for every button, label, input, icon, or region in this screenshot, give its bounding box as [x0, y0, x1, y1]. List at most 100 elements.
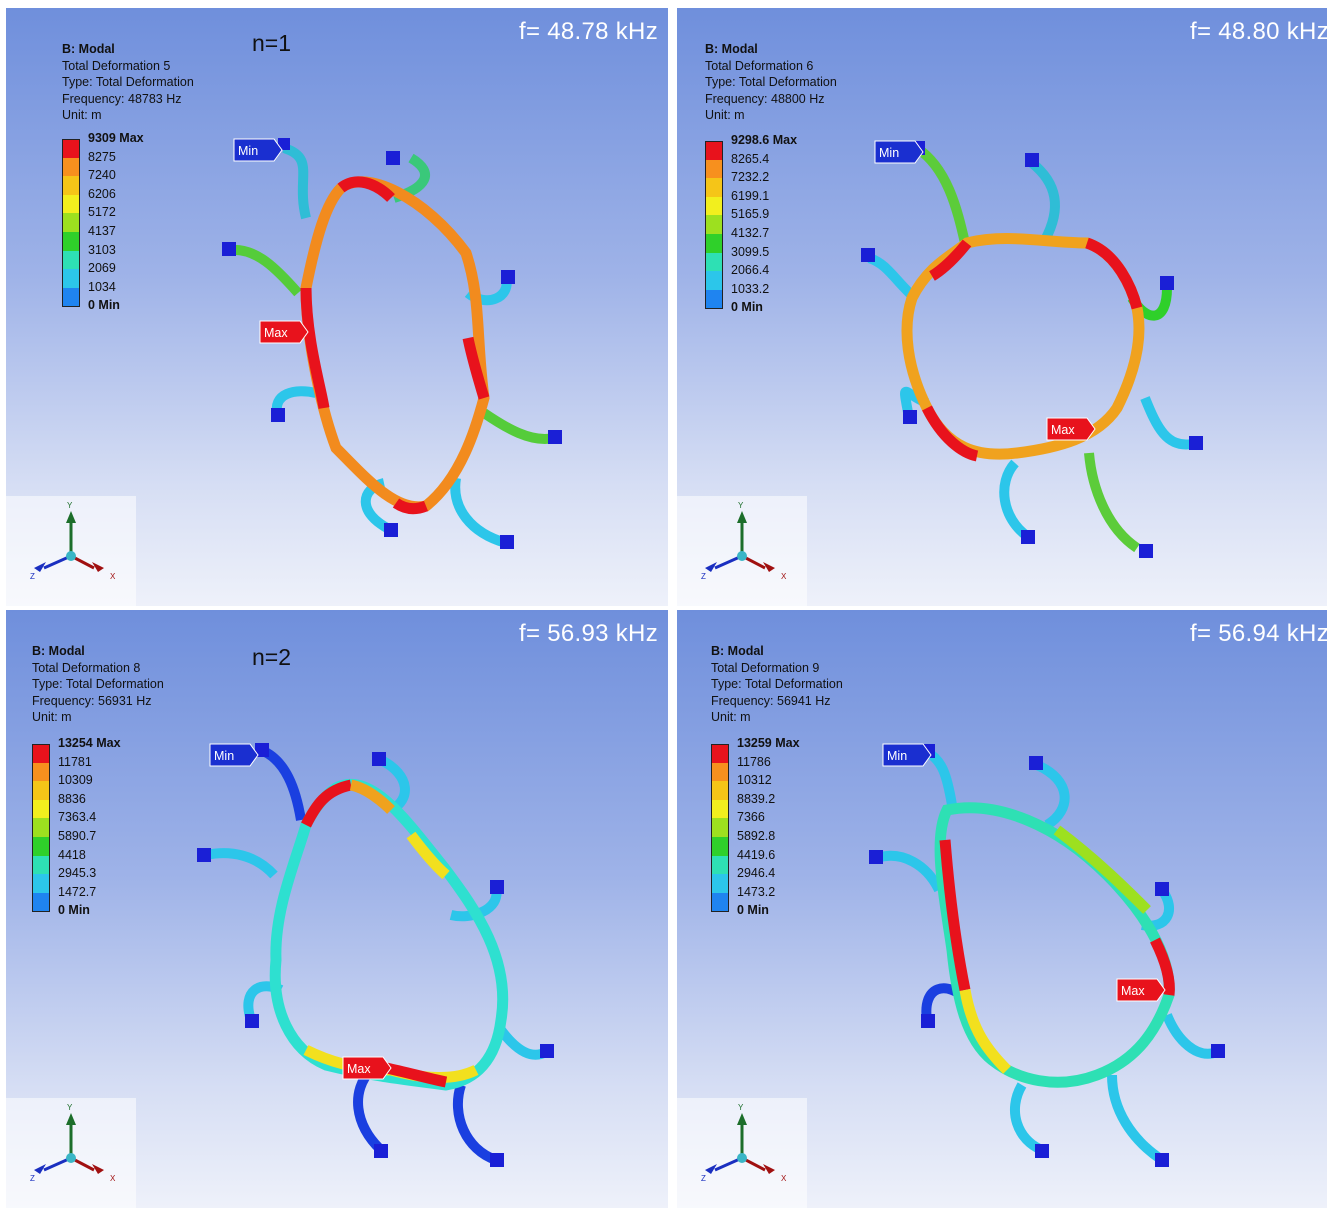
axis-x-label: X [781, 572, 787, 581]
legend-swatch [711, 874, 729, 893]
legend-value: 5890.7 [58, 828, 97, 843]
legend-swatch [705, 252, 723, 272]
legend-swatch [32, 836, 50, 856]
ring-max-segment [939, 839, 971, 992]
result-unit: Unit: m [711, 710, 751, 725]
anchor-block [255, 743, 269, 757]
anchor-block [222, 242, 236, 256]
legend-swatch [32, 874, 50, 893]
spring-leg [282, 143, 311, 220]
result-type: Type: Total Deformation [705, 75, 837, 90]
result-type: Type: Total Deformation [32, 677, 164, 692]
legend-swatch [62, 157, 80, 177]
result-panel-mode-5[interactable]: Min Max f= 48.78 kHz n=1 B: Modal Total … [6, 8, 668, 606]
result-info: B: Modal Total Deformation 5 Type: Total… [62, 41, 194, 124]
min-tag-label: Min [214, 749, 234, 763]
anchor-block [197, 848, 211, 862]
deformation-plot[interactable]: Min Max [6, 610, 668, 1208]
spring-leg [1028, 159, 1060, 243]
result-panel-mode-8[interactable]: Min Max f= 56.93 kHz n=2 B: Modal Total … [6, 610, 668, 1208]
legend-swatch [32, 744, 50, 764]
max-tag-label: Max [1121, 984, 1145, 998]
legend-swatch [62, 176, 80, 195]
legend-value: 2946.4 [737, 866, 776, 881]
legend-swatch [705, 159, 723, 179]
legend-value: 4132.7 [731, 225, 770, 240]
axis-y-label: Y [738, 501, 744, 510]
spring-leg [999, 459, 1031, 541]
result-name: Total Deformation 8 [32, 660, 141, 675]
spring-leg [497, 1026, 549, 1060]
deformation-plot[interactable]: Min Max [6, 8, 668, 606]
ring-max-segment [337, 176, 395, 203]
legend-swatch [705, 196, 723, 216]
legend-value: 9309 Max [88, 131, 144, 145]
result-frequency: Frequency: 48800 Hz [705, 91, 825, 106]
ring-beam [934, 802, 1175, 1088]
legend-swatch [32, 892, 50, 913]
anchor-block [1029, 756, 1043, 770]
result-unit: Unit: m [705, 108, 745, 123]
spring-leg [1084, 452, 1140, 553]
anchor-block [1189, 436, 1203, 450]
spring-leg [452, 1083, 498, 1165]
legend-value: 13254 Max [58, 736, 121, 750]
frequency-heading: f= 56.93 kHz [518, 620, 658, 647]
legend-value: 1034 [88, 279, 116, 294]
ring-max-segment [929, 239, 972, 281]
result-panel-mode-9[interactable]: Min Max f= 56.94 kHz B: Modal Total Defo… [677, 610, 1327, 1208]
result-name: Total Deformation 9 [711, 660, 820, 675]
legend-swatch [32, 855, 50, 875]
legend-value: 3103 [88, 242, 116, 257]
anchor-block [921, 1014, 935, 1028]
anchor-block [1025, 153, 1039, 167]
legend-swatch [32, 799, 50, 819]
legend-value: 3099.5 [731, 244, 770, 259]
axis-z-label: Z [30, 572, 35, 581]
ring-max-segment [392, 498, 429, 515]
spring-leg [258, 745, 306, 821]
axis-x-label: X [781, 1174, 787, 1183]
spring-leg [875, 850, 944, 893]
axis-x-label: X [110, 1174, 116, 1183]
result-info: B: Modal Total Deformation 9 Type: Total… [711, 643, 843, 726]
analysis-title: B: Modal [705, 42, 758, 56]
legend-value: 4419.6 [737, 847, 776, 862]
legend-value: 0 Min [58, 903, 90, 918]
result-name: Total Deformation 6 [705, 58, 814, 73]
legend-value: 10309 [58, 773, 93, 788]
result-panel-mode-6[interactable]: Min Max f= 48.80 kHz B: Modal Total Defo… [677, 8, 1327, 606]
legend-value: 11786 [737, 754, 771, 769]
axis-triad: Y Z X [6, 496, 136, 606]
result-frequency: Frequency: 48783 Hz [62, 91, 182, 106]
min-tag-label: Min [887, 749, 907, 763]
frequency-heading: f= 48.80 kHz [1189, 18, 1327, 45]
result-info: B: Modal Total Deformation 6 Type: Total… [705, 41, 837, 124]
max-tag-label: Max [264, 326, 288, 340]
ring-max-segment [1053, 825, 1151, 914]
axis-triad: Y Z X [677, 1098, 807, 1208]
legend-value: 6199.1 [731, 188, 770, 203]
legend-value: 0 Min [737, 903, 769, 918]
legend-value: 6206 [88, 186, 116, 201]
anchor-block [374, 1144, 388, 1158]
frequency-heading: f= 48.78 kHz [518, 18, 658, 45]
legend-swatch [32, 762, 50, 782]
min-tag: Min [882, 743, 932, 767]
axis-y-label: Y [67, 501, 73, 510]
axis-triad: Y Z X [6, 1098, 136, 1208]
ring-max-segment [349, 779, 395, 814]
result-type: Type: Total Deformation [711, 677, 843, 692]
ring-max-segment [384, 1062, 448, 1088]
deformation-plot[interactable]: Min Max [677, 610, 1327, 1208]
anchor-block [1021, 530, 1035, 544]
legend-swatch [62, 139, 80, 159]
anchor-block [490, 1153, 504, 1167]
axis-y-label: Y [738, 1103, 744, 1112]
result-frequency: Frequency: 56941 Hz [711, 693, 831, 708]
anchor-block [1035, 1144, 1049, 1158]
legend-value: 8839.2 [737, 791, 776, 806]
spring-leg [1107, 1074, 1165, 1165]
deformation-plot[interactable]: Min Max [677, 8, 1327, 606]
legend-swatch [62, 269, 80, 288]
